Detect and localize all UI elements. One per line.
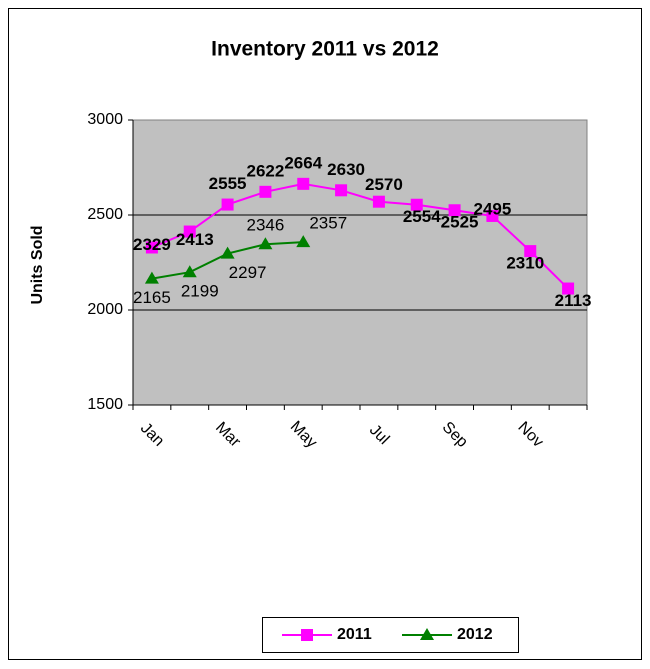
chart-title: Inventory 2011 vs 2012 [211,38,439,61]
data-label: 2495 [474,199,512,218]
data-label: 2622 [247,161,285,180]
series-line [151,182,569,290]
data-label: 2310 [506,254,544,273]
legend-label: 2011 [337,626,372,643]
data-label: 2555 [209,174,247,193]
data-label: 2113 [555,291,592,310]
data-label: 2199 [181,282,219,301]
marker [335,184,348,197]
data-label: 2357 [309,214,347,233]
data-label: 2297 [229,263,267,282]
marker [420,628,434,640]
marker [183,225,196,238]
marker [301,629,313,641]
marker [410,198,423,211]
marker [372,195,385,208]
marker [486,209,499,222]
data-label: 2630 [327,160,365,179]
marker [524,245,537,258]
y-tick-label: 2500 [87,206,123,223]
y-tick-label: 2000 [87,301,123,318]
marker [221,198,234,211]
data-label: 2413 [176,230,214,249]
marker [258,237,273,250]
marker [562,282,575,295]
data-label: 2525 [441,213,479,232]
data-label: 2570 [365,175,403,194]
marker [259,185,272,198]
data-label: 2165 [133,288,171,307]
y-tick-label: 1500 [87,396,123,413]
data-label: 2664 [284,153,322,172]
marker [448,204,461,217]
marker [144,271,159,284]
marker [220,246,235,259]
marker [296,235,311,248]
y-tick-label: 3000 [87,111,123,128]
data-label: 2346 [247,216,285,235]
data-label: 2329 [133,235,171,254]
marker [297,177,310,190]
marker [182,265,197,278]
marker [145,241,158,254]
y-axis-label: Units Sold [29,225,46,304]
data-label: 2554 [403,207,441,226]
legend-label: 2012 [457,626,493,643]
